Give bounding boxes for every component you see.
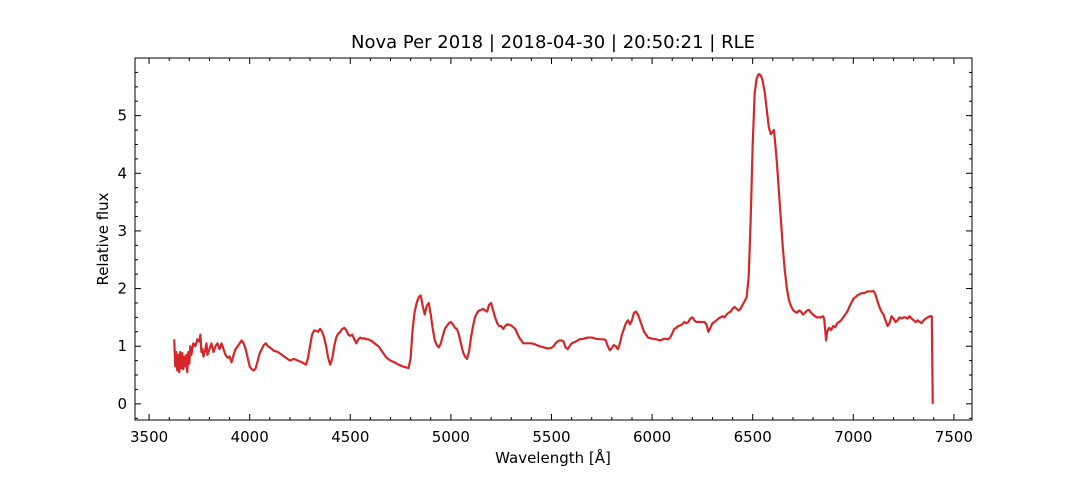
x-axis-label: Wavelength [Å] xyxy=(495,448,611,467)
x-tick-label: 4500 xyxy=(331,428,369,446)
y-tick-label: 0 xyxy=(117,395,127,413)
x-tick-label: 6000 xyxy=(633,428,671,446)
chart-title: Nova Per 2018 | 2018-04-30 | 20:50:21 | … xyxy=(351,32,755,53)
x-tick-label: 4000 xyxy=(231,428,269,446)
x-tick-label: 7000 xyxy=(834,428,872,446)
series-line xyxy=(173,73,934,404)
plot-frame xyxy=(134,57,973,421)
y-tick-label: 1 xyxy=(117,337,127,355)
x-tick-label: 3500 xyxy=(130,428,168,446)
y-tick-label: 4 xyxy=(117,164,127,182)
y-axis-label: Relative flux xyxy=(94,192,112,285)
tick-labels: 3500 4000 4500 5000 5500 6000 6500 7000 7500 0 1 2 3… xyxy=(117,107,973,446)
x-tick-label: 5500 xyxy=(532,428,570,446)
x-tick-label: 5000 xyxy=(432,428,470,446)
y-tick-label: 5 xyxy=(117,107,127,125)
x-tick-label: 6500 xyxy=(734,428,772,446)
y-tick-label: 3 xyxy=(117,222,127,240)
y-tick-label: 2 xyxy=(117,280,127,298)
x-tick-label: 7500 xyxy=(935,428,973,446)
